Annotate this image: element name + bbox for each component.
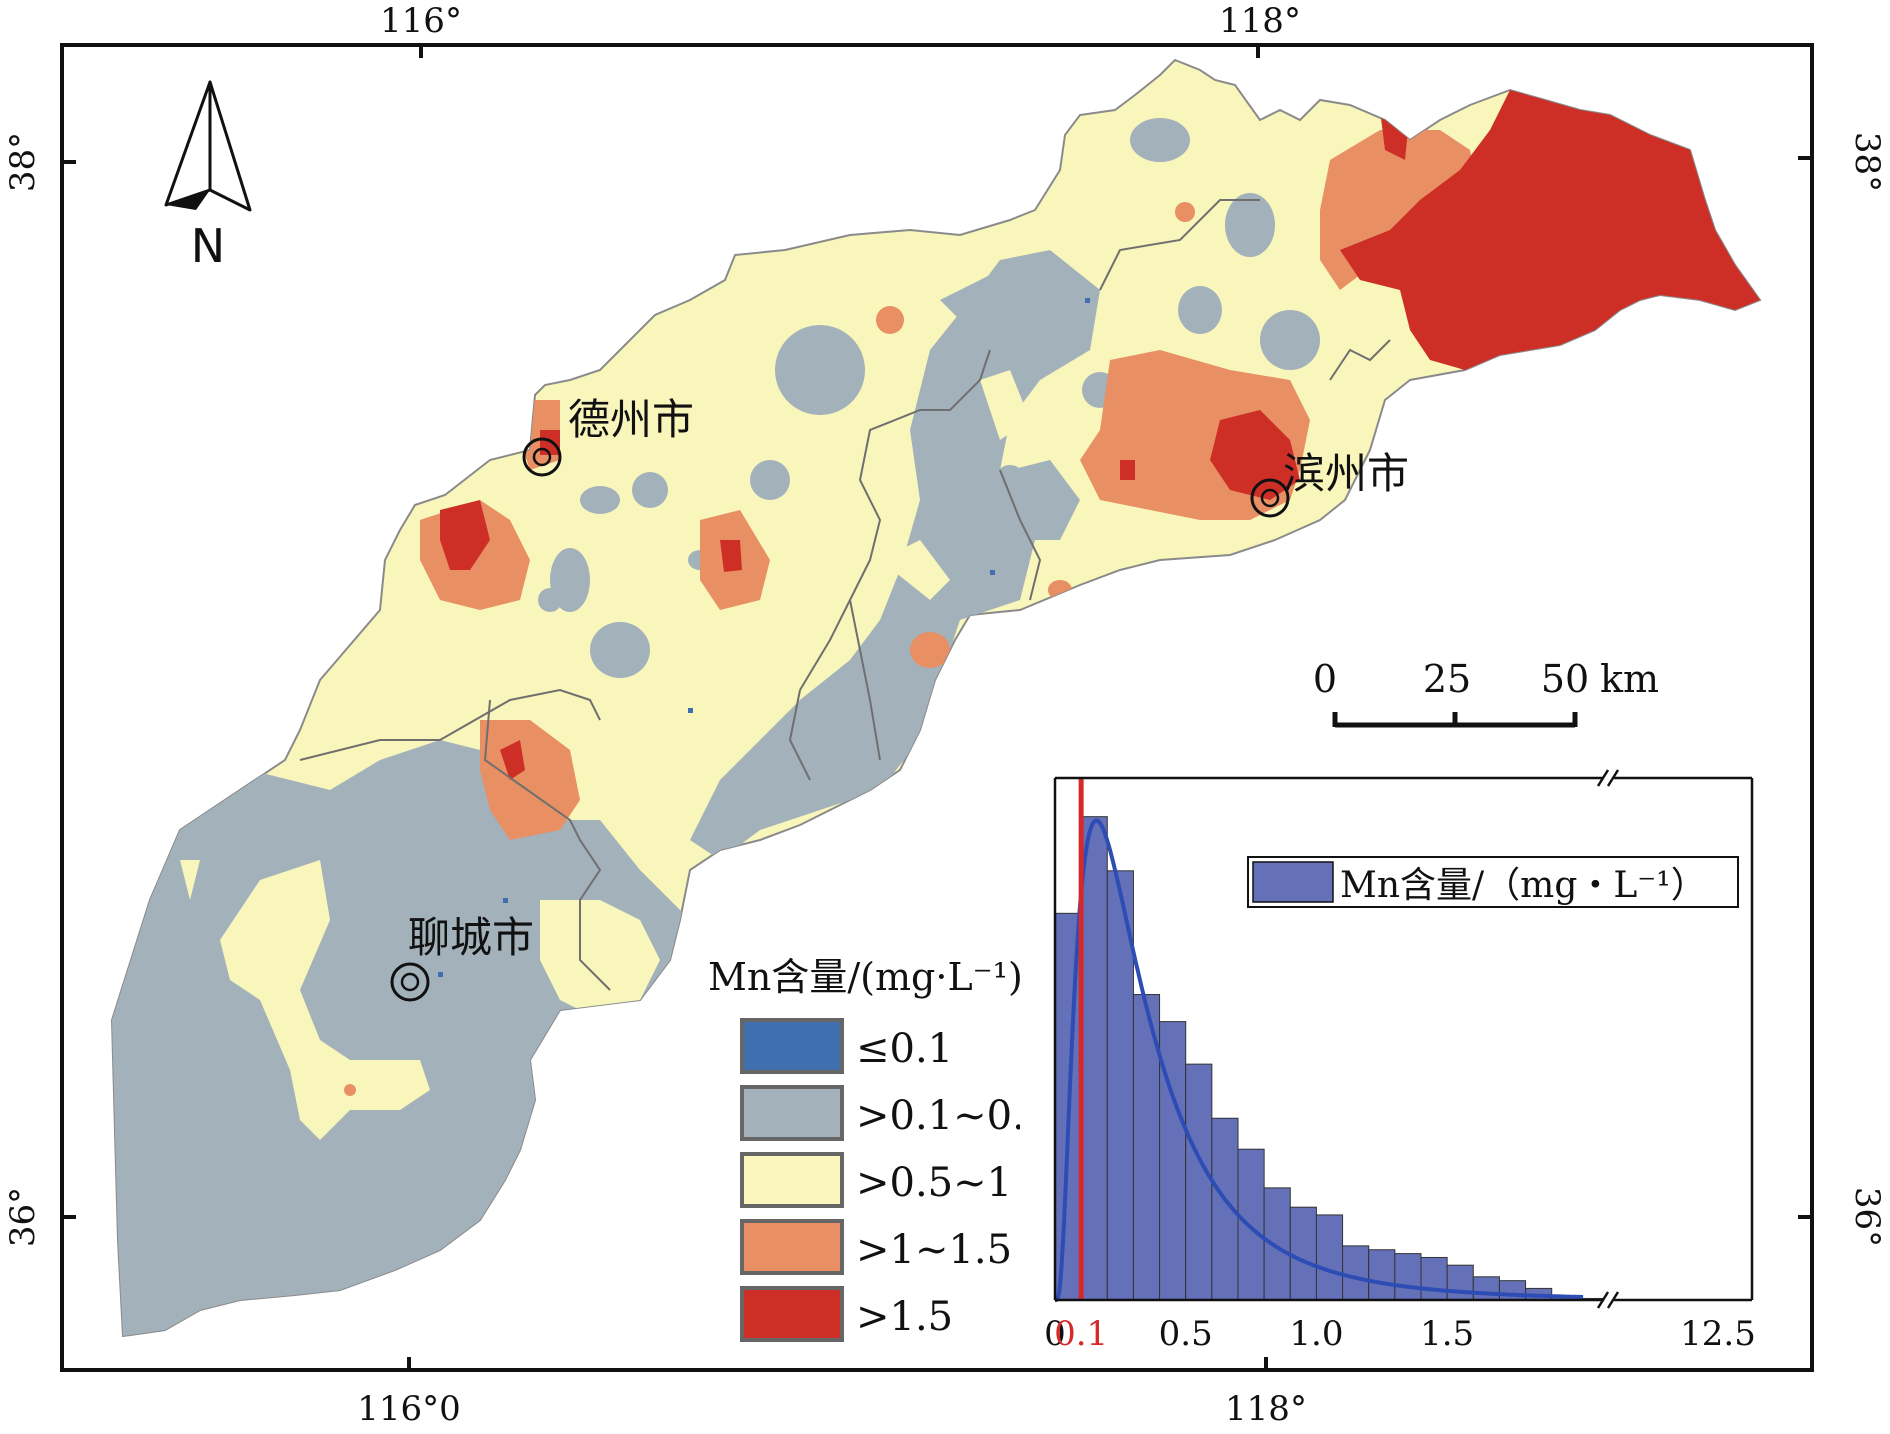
histogram-bars bbox=[1054, 816, 1605, 1301]
legend-swatch-4 bbox=[740, 1286, 844, 1342]
bottom-tick-118: 118° bbox=[1225, 1389, 1307, 1429]
map-legend: Mn含量/(mg·L⁻¹) ≤0.1 >0.1~0.5 >0.5~1 >1~1.5 >1… bbox=[708, 955, 1050, 1342]
left-tick-36: 36° bbox=[3, 1187, 43, 1247]
top-tick-118: 118° bbox=[1219, 1, 1301, 41]
histogram-bar bbox=[1368, 1249, 1396, 1301]
legend-swatch-3 bbox=[740, 1219, 844, 1275]
legend-swatch-0 bbox=[740, 1018, 844, 1074]
north-arrow: N bbox=[164, 80, 252, 273]
histogram-x-tick-label: 0.1 bbox=[1054, 1314, 1108, 1354]
left-tick-38: 38° bbox=[3, 132, 43, 192]
histogram-bar bbox=[1342, 1245, 1370, 1301]
legend-label-4: >1.5 bbox=[856, 1294, 953, 1340]
histogram-inset: 00.1 0.5 1.0 1.5 12.5 Mn含量/（mg・L⁻¹） bbox=[1020, 769, 1756, 1354]
histogram-legend: Mn含量/（mg・L⁻¹） bbox=[1247, 856, 1739, 908]
city-binzhou: 滨州市 bbox=[1250, 449, 1409, 518]
histogram-x-ticks: 00.1 0.5 1.0 1.5 12.5 bbox=[1044, 1314, 1756, 1354]
right-tick-36: 36° bbox=[1847, 1187, 1887, 1247]
histogram-x-tick-label: 0 bbox=[1044, 1314, 1066, 1354]
city-dezhou: 德州市 bbox=[522, 395, 694, 477]
histogram-bar bbox=[1237, 1148, 1265, 1301]
histogram-bar bbox=[1263, 1187, 1291, 1301]
scale-unit: km bbox=[1600, 657, 1659, 701]
scale-label-25: 25 bbox=[1423, 657, 1471, 701]
histogram-bar bbox=[1394, 1253, 1422, 1301]
histogram-bar bbox=[1446, 1264, 1474, 1301]
histogram-legend-swatch bbox=[1252, 861, 1334, 903]
histogram-bar bbox=[1080, 816, 1108, 1301]
histogram-bar bbox=[1315, 1214, 1344, 1301]
scale-bar: 0 25 50 km bbox=[1313, 657, 1659, 728]
histogram-frame bbox=[1053, 769, 1754, 1309]
scale-label-50: 50 bbox=[1541, 657, 1589, 701]
legend-swatch-2 bbox=[740, 1152, 844, 1208]
legend-title: Mn含量/(mg·L⁻¹) bbox=[708, 955, 1023, 999]
north-label: N bbox=[191, 219, 225, 273]
scale-label-0: 0 bbox=[1313, 657, 1337, 701]
frame-ticks bbox=[62, 45, 1812, 1370]
city-liaocheng: 聊城市 bbox=[390, 913, 534, 1002]
zone-0.5-1 bbox=[180, 370, 1030, 1140]
zone-1-1.5 bbox=[344, 130, 1480, 1096]
study-region bbox=[110, 58, 1762, 1338]
legend-label-3: >1~1.5 bbox=[856, 1227, 1012, 1273]
city-label-binzhou: 滨州市 bbox=[1283, 449, 1409, 498]
histogram-bar bbox=[1289, 1206, 1317, 1301]
right-tick-38: 38° bbox=[1847, 132, 1887, 192]
legend-label-0: ≤0.1 bbox=[856, 1026, 953, 1072]
legend-label-1: >0.1~0.5 bbox=[856, 1093, 1050, 1139]
histogram-bar bbox=[1185, 1063, 1213, 1301]
county-boundaries bbox=[299, 199, 1391, 991]
city-label-dezhou: 德州市 bbox=[568, 395, 694, 444]
histogram-x-tick-label: 1.0 bbox=[1289, 1314, 1343, 1354]
histogram-x-tick-label: 1.5 bbox=[1420, 1314, 1474, 1354]
zone-le-0.1 bbox=[438, 298, 1090, 977]
histogram-fit-curve bbox=[1054, 818, 1584, 1302]
histogram-bar bbox=[1420, 1256, 1448, 1301]
histogram-x-tick-label: 12.5 bbox=[1680, 1314, 1756, 1354]
city-label-liaocheng: 聊城市 bbox=[408, 913, 534, 962]
bottom-tick-116: 116°0 bbox=[357, 1389, 461, 1429]
legend-swatch-1 bbox=[740, 1085, 844, 1141]
legend-label-2: >0.5~1 bbox=[856, 1160, 1012, 1206]
top-tick-116: 116° bbox=[380, 1, 462, 41]
histogram-legend-label: Mn含量/（mg・L⁻¹） bbox=[1340, 865, 1707, 906]
histogram-x-tick-label: 0.5 bbox=[1159, 1314, 1213, 1354]
histogram-bar bbox=[1472, 1276, 1500, 1301]
